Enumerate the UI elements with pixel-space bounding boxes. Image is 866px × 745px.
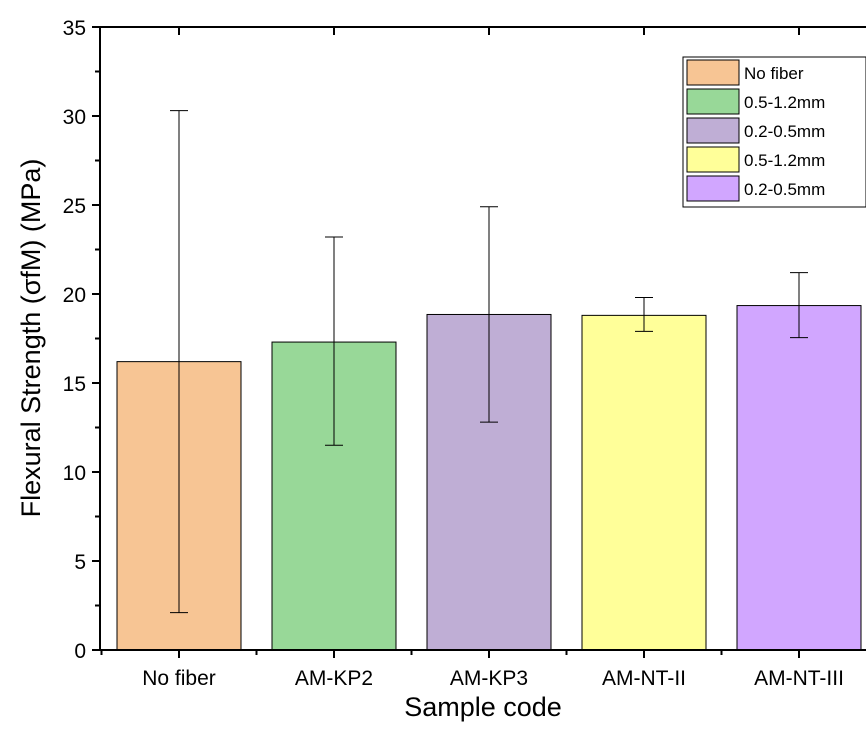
y-tick-label: 5 bbox=[74, 551, 86, 574]
bars bbox=[116, 305, 862, 651]
legend-swatch bbox=[686, 146, 740, 173]
y-tick-label: 20 bbox=[63, 284, 86, 307]
y-tick-label: 15 bbox=[63, 373, 86, 396]
bar bbox=[736, 305, 862, 651]
x-tick-label: AM-NT-II bbox=[602, 667, 686, 690]
legend-label: 0.2-0.5mm bbox=[744, 122, 825, 141]
x-tick-label: AM-NT-III bbox=[754, 667, 844, 690]
legend-label: 0.2-0.5mm bbox=[744, 180, 825, 199]
bar bbox=[581, 314, 707, 651]
error-bars bbox=[170, 110, 808, 614]
legend: No fiber 0.5-1.2mm 0.2-0.5mm 0.5-1.2mm 0.2-0… bbox=[682, 56, 866, 208]
x-tick-label: AM-KP2 bbox=[295, 667, 373, 690]
legend-label: No fiber bbox=[744, 64, 804, 83]
legend-swatch bbox=[686, 88, 740, 115]
legend-swatch bbox=[686, 175, 740, 202]
axes bbox=[99, 26, 866, 651]
y-axis-title: Flexural Strength (σfM) (MPa) bbox=[16, 159, 46, 518]
y-tick-label: 30 bbox=[63, 106, 86, 129]
x-tick-label: AM-KP3 bbox=[450, 667, 528, 690]
x-axis-title: Sample code bbox=[404, 692, 562, 722]
y-tick-label: 35 bbox=[63, 17, 86, 40]
legend-label: 0.5-1.2mm bbox=[744, 93, 825, 112]
legend-label: 0.5-1.2mm bbox=[744, 151, 825, 170]
legend-swatch bbox=[686, 59, 740, 86]
legend-swatch bbox=[686, 117, 740, 144]
x-tick-label: No fiber bbox=[142, 667, 216, 690]
y-tick-label: 25 bbox=[63, 195, 86, 218]
y-tick-label: 10 bbox=[63, 462, 86, 485]
y-tick-labels: 0 5 10 15 20 25 30 35 bbox=[63, 17, 86, 663]
y-tick-label: 0 bbox=[74, 640, 86, 663]
x-tick-labels: No fiber AM-KP2 AM-KP3 AM-NT-II AM-NT-III bbox=[142, 667, 844, 690]
